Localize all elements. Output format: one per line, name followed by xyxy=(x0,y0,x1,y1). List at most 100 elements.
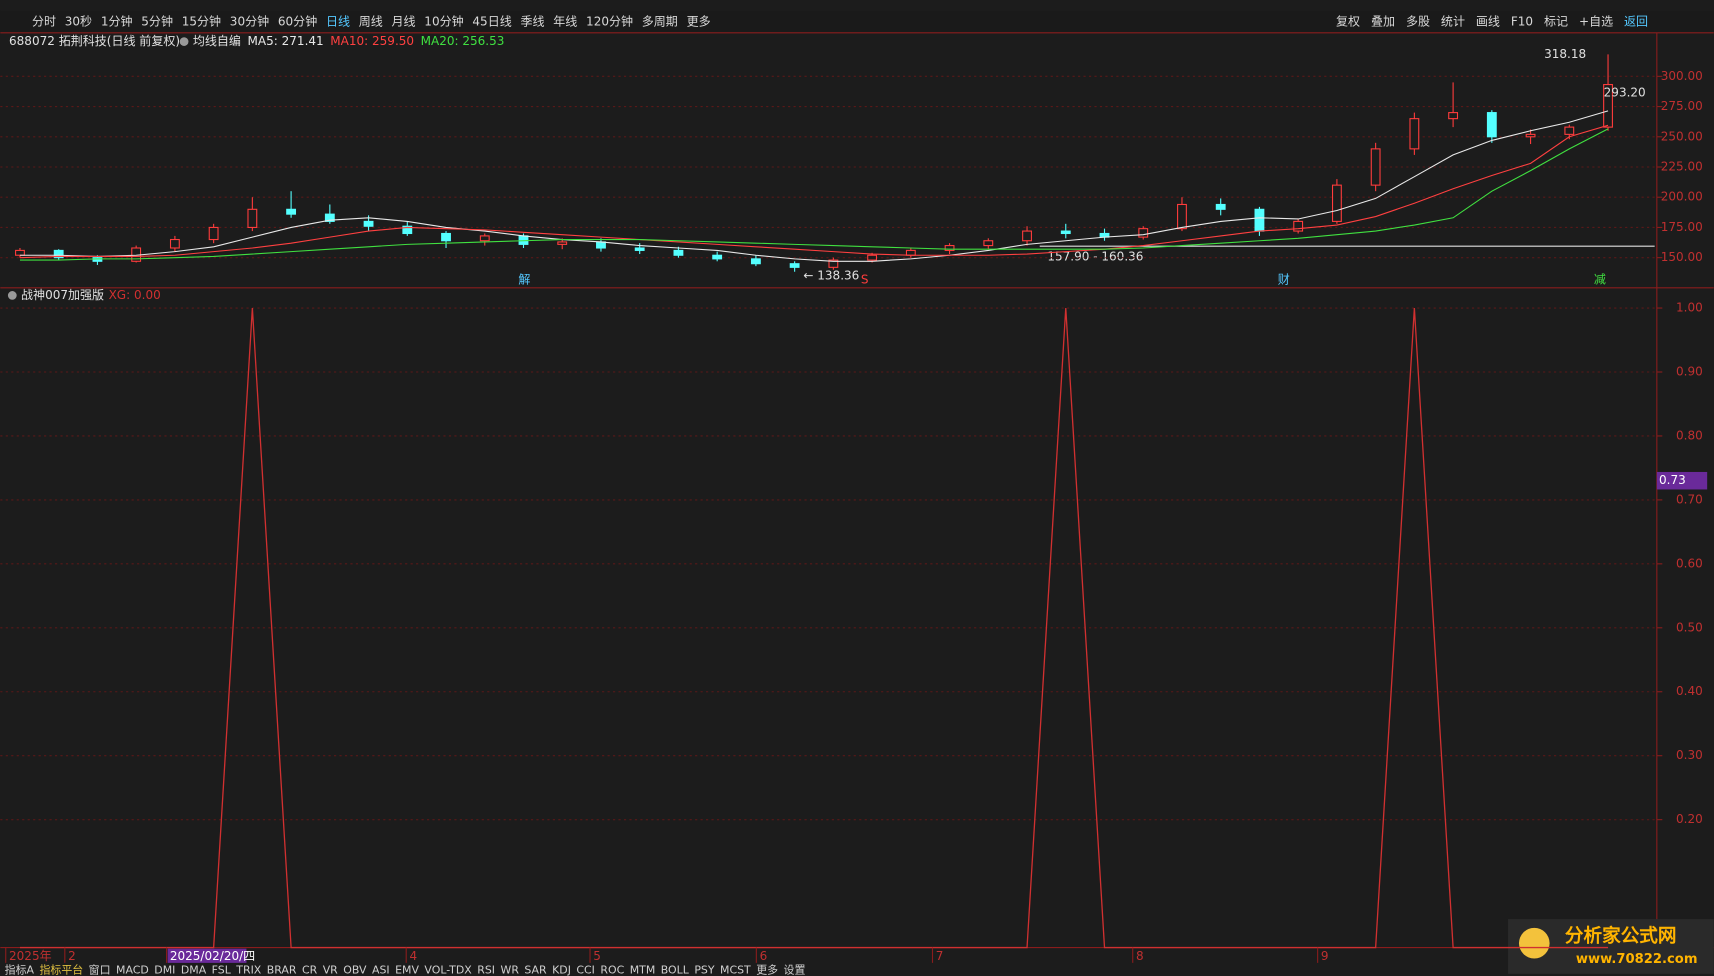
y-tick-label: 225.00 xyxy=(1661,160,1703,174)
toolbar-button[interactable]: 年线 xyxy=(553,14,577,28)
candle-body xyxy=(1564,126,1575,135)
current-value: 0.73 xyxy=(1659,473,1686,487)
date-label: 2 xyxy=(68,949,76,963)
indicator-tab[interactable]: VOL-TDX xyxy=(424,964,472,976)
date-highlight xyxy=(167,948,247,963)
logo-icon xyxy=(1518,927,1550,959)
toolbar-button[interactable]: 画线 xyxy=(1476,14,1500,28)
logo-url: www.70822.com xyxy=(1576,952,1698,967)
candle-body xyxy=(1525,133,1536,138)
indicator-tab[interactable]: 设置 xyxy=(784,964,806,976)
y-tick-label: 200.00 xyxy=(1661,190,1703,204)
indicator-line xyxy=(19,308,1609,949)
indicator-tab[interactable]: DMI xyxy=(154,964,175,976)
toolbar-button[interactable]: 1分钟 xyxy=(101,13,133,28)
toolbar-button[interactable]: 多股 xyxy=(1406,14,1430,28)
date-label: 2025年 xyxy=(9,949,52,963)
toolbar-button[interactable]: 45日线 xyxy=(472,14,511,28)
candle-body xyxy=(15,249,25,256)
indicator-tab[interactable]: MTM xyxy=(630,964,656,976)
toolbar-button[interactable]: F10 xyxy=(1511,14,1533,28)
candle-body xyxy=(208,226,219,241)
y-tick-label: 1.00 xyxy=(1676,301,1703,315)
toolbar-button[interactable]: 统计 xyxy=(1441,14,1465,28)
indicator-tab[interactable]: PSY xyxy=(694,964,715,976)
indicator-tab[interactable]: RSI xyxy=(477,964,495,976)
event-marker: S xyxy=(861,273,869,287)
candle-body xyxy=(750,258,761,265)
toolbar-button[interactable]: +自选 xyxy=(1579,14,1613,28)
indicator-tab[interactable]: BOLL xyxy=(661,964,690,976)
date-label: 7 xyxy=(936,949,944,963)
indicator-value: XG: 0.00 xyxy=(109,288,161,302)
indicator-tab[interactable]: TRIX xyxy=(235,964,262,976)
indicator-tab[interactable]: FSL xyxy=(212,964,232,976)
indicator-tab[interactable]: 指标A xyxy=(5,963,35,976)
toolbar-button[interactable]: 30分钟 xyxy=(230,13,269,28)
indicator-tab[interactable]: OBV xyxy=(343,964,367,976)
candle-body xyxy=(1409,118,1420,150)
toolbar-button[interactable]: 周线 xyxy=(359,14,383,28)
date-label: 6 xyxy=(760,949,768,963)
icon xyxy=(179,37,189,46)
toolbar-button[interactable]: 15分钟 xyxy=(182,13,221,28)
candle-body xyxy=(1293,220,1304,232)
candle-body xyxy=(944,245,955,251)
indicator-tab[interactable]: 更多 xyxy=(756,963,778,976)
indicator-tab[interactable]: BRAR xyxy=(267,964,297,976)
y-tick-label: 250.00 xyxy=(1661,129,1703,143)
candle-body xyxy=(673,249,684,256)
candle-body xyxy=(1177,203,1187,230)
y-tick-label: 0.50 xyxy=(1676,620,1703,634)
indicator-tab[interactable]: ASI xyxy=(372,964,390,976)
y-tick-label: 175.00 xyxy=(1661,220,1703,234)
toolbar-button[interactable]: 日线 xyxy=(326,14,350,28)
indicator-tab[interactable]: ROC xyxy=(600,964,624,976)
indicator-tab[interactable]: CCI xyxy=(576,964,595,976)
y-tick-label: 0.30 xyxy=(1676,748,1703,762)
indicator-tab[interactable]: 指标平台 xyxy=(39,963,83,976)
indicator-tab[interactable]: SAR xyxy=(524,964,547,976)
toolbar-button[interactable]: 10分钟 xyxy=(424,13,463,28)
indicator-tab[interactable]: MACD xyxy=(116,964,149,976)
indicator-tab[interactable]: MCST xyxy=(720,964,751,976)
legend-entry: MA10: 259.50 xyxy=(330,34,414,48)
indicator-tab[interactable]: KDJ xyxy=(552,964,571,976)
indicator-tab[interactable]: 窗口 xyxy=(89,963,111,976)
y-tick-label: 0.60 xyxy=(1676,556,1703,570)
candle-body xyxy=(905,249,916,256)
event-marker: 财 xyxy=(1278,273,1290,287)
legend-entry: MA20: 256.53 xyxy=(421,34,505,48)
indicator-tab[interactable]: WR xyxy=(501,964,520,976)
toolbar-button[interactable]: 复权 xyxy=(1336,14,1360,28)
toolbar-button[interactable]: 60分钟 xyxy=(278,13,317,28)
candle-body xyxy=(1215,203,1226,210)
indicator-tab[interactable]: DMA xyxy=(181,964,207,976)
toolbar-button[interactable]: 叠加 xyxy=(1371,14,1395,28)
candle-body xyxy=(983,240,994,247)
indicator-tab[interactable]: VR xyxy=(323,964,338,976)
candle-body xyxy=(441,232,451,242)
toolbar-button[interactable]: 120分钟 xyxy=(586,13,633,28)
toolbar-button[interactable]: 标记 xyxy=(1544,14,1568,28)
y-tick-label: 0.70 xyxy=(1676,492,1703,506)
toolbar-button[interactable]: 分时 xyxy=(32,14,56,28)
logo-title: 分析家公式网 xyxy=(1565,925,1677,947)
indicator-tab[interactable]: CR xyxy=(302,964,318,976)
toolbar-button[interactable]: 更多 xyxy=(687,14,711,28)
indicator-title: 战神007加强版 xyxy=(21,288,104,302)
toolbar-button[interactable]: 5分钟 xyxy=(141,13,173,28)
candle-body xyxy=(402,225,413,235)
candle-body xyxy=(1331,184,1342,222)
toolbar-button[interactable]: 30秒 xyxy=(65,14,92,28)
toolbar-button[interactable]: 返回 xyxy=(1624,14,1648,28)
event-marker: 解 xyxy=(518,273,530,287)
toolbar-button[interactable]: 季线 xyxy=(520,14,544,28)
toolbar-button[interactable]: 多周期 xyxy=(642,14,678,28)
indicator-tab[interactable]: EMV xyxy=(395,964,419,976)
candle-body xyxy=(596,241,606,249)
candle-body xyxy=(1022,230,1032,242)
toolbar-button[interactable]: 月线 xyxy=(392,14,416,28)
date-label: 4 xyxy=(409,949,417,963)
